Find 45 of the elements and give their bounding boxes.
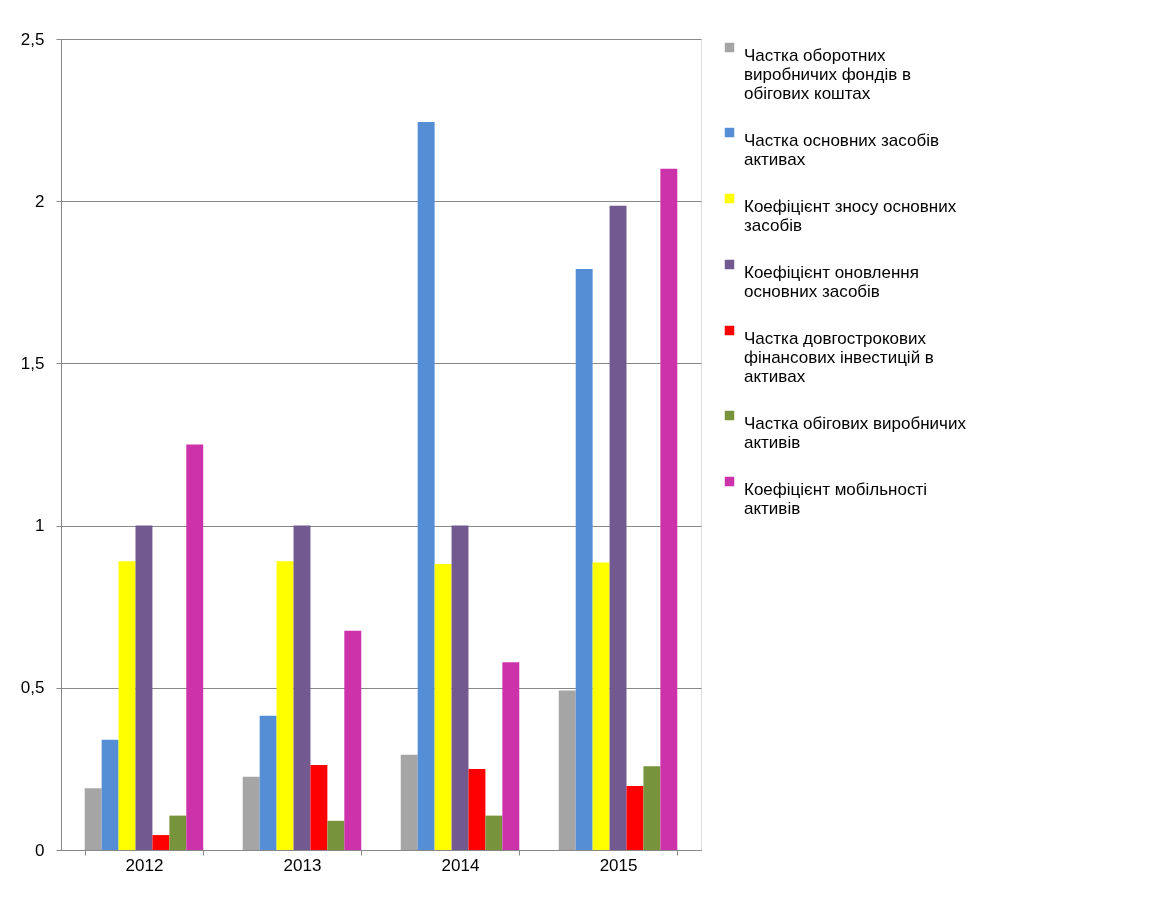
bar <box>84 788 102 850</box>
y-tick-label: 0,5 <box>20 678 45 698</box>
x-tick-label: 2013 <box>283 855 322 875</box>
y-tick-label: 1,5 <box>20 353 45 373</box>
bar <box>400 754 418 850</box>
bar <box>643 766 661 850</box>
x-tick-label: 2014 <box>441 855 480 875</box>
legend-label: Частка оборотних виробничих фондів в обігових коштах <box>744 45 911 103</box>
legend-label: Частка довгострокових фінансових інвестицій в активах <box>744 328 934 386</box>
bar <box>485 815 503 850</box>
bar <box>118 561 136 850</box>
bar <box>259 715 277 850</box>
bar <box>558 690 576 850</box>
bar <box>310 765 328 850</box>
bar <box>327 820 345 850</box>
bar <box>169 815 187 850</box>
bar <box>242 776 260 850</box>
bar <box>502 662 520 850</box>
bar <box>660 168 678 850</box>
bar <box>575 269 593 850</box>
y-tick-label: 2 <box>35 191 45 211</box>
bar <box>135 525 153 850</box>
y-tick-label: 1 <box>35 516 45 536</box>
bar <box>101 739 119 850</box>
x-tick-label: 2015 <box>599 855 638 875</box>
bar <box>344 630 362 850</box>
bar <box>417 122 435 850</box>
bar <box>276 561 294 850</box>
bar <box>451 525 469 850</box>
x-tick-label: 2012 <box>125 855 164 875</box>
y-tick-label: 2,5 <box>20 29 45 49</box>
bar <box>626 786 644 850</box>
legend-label: Частка основних засобів активах <box>744 130 939 169</box>
legend-label: Коефіцієнт зносу основних засобів <box>744 196 957 235</box>
bar <box>152 835 170 850</box>
legend-label: Коефіцієнт мобільності активів <box>744 479 927 518</box>
bar <box>186 444 204 850</box>
bar <box>592 562 610 850</box>
bar <box>434 563 452 850</box>
y-tick-label: 0 <box>35 840 45 860</box>
bar <box>468 768 486 850</box>
legend-label: Частка обігових виробничих активів <box>744 413 967 452</box>
legend-label: Коефіцієнт оновлення основних засобів <box>744 262 919 301</box>
bar <box>293 525 311 850</box>
bar <box>609 205 627 850</box>
